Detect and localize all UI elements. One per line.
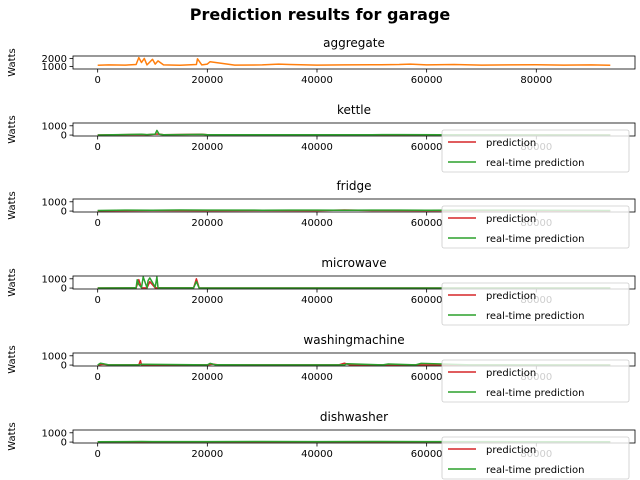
panel-title: washingmachine	[303, 333, 404, 347]
x-tick-label: 0	[94, 142, 100, 153]
legend: prediction real-time prediction	[441, 205, 630, 249]
legend-entry: real-time prediction	[486, 465, 585, 476]
axes-frame	[72, 122, 636, 137]
legend: prediction real-time prediction	[441, 282, 630, 326]
y-axis-label: Watts	[7, 191, 18, 219]
x-tick-label: 0	[94, 449, 100, 460]
y-tick-label: 1000	[42, 428, 67, 439]
x-tick-label: 0	[94, 218, 100, 229]
panel-title: kettle	[337, 103, 371, 117]
x-tick-label: 20000	[191, 449, 223, 460]
axes-frame	[72, 429, 636, 444]
legend-entry: real-time prediction	[486, 388, 585, 399]
legend-entry: real-time prediction	[486, 234, 585, 245]
series-line-real-time-prediction	[97, 129, 611, 136]
panel-aggregate: aggregate Watts 0 20000 40000 60000 80000 10002…	[7, 36, 636, 86]
legend-entry: prediction	[486, 138, 536, 149]
legend-box	[441, 129, 630, 173]
panel-title: aggregate	[323, 36, 385, 50]
y-tick-label: 1000	[42, 351, 67, 362]
axes-frame	[72, 198, 636, 213]
x-tick-label: 60000	[411, 449, 443, 460]
panel-title: fridge	[336, 179, 371, 193]
series-line-real-time-prediction	[97, 362, 611, 366]
x-tick-label: 40000	[301, 295, 333, 306]
x-tick-label: 20000	[191, 372, 223, 383]
x-tick-label: 80000	[520, 75, 552, 86]
legend-box	[441, 359, 630, 403]
panel-washingmachine: washingmachineWatts020000400006000080000…	[7, 333, 636, 403]
y-axis-label: Watts	[7, 48, 18, 76]
x-tick-label: 0	[94, 372, 100, 383]
y-tick-label: 0	[61, 284, 67, 295]
legend-entry: prediction	[486, 291, 536, 302]
x-tick-label: 40000	[301, 449, 333, 460]
panel-fridge: fridgeWatts02000040000600008000001000pre…	[7, 179, 636, 249]
x-tick-label: 40000	[301, 218, 333, 229]
legend-entry: prediction	[486, 445, 536, 456]
x-tick-label: 20000	[191, 295, 223, 306]
x-tick-label: 0	[94, 75, 100, 86]
y-tick-label: 1000	[42, 121, 67, 132]
legend: prediction real-time prediction	[441, 359, 630, 403]
x-tick-label: 60000	[411, 295, 443, 306]
legend-box	[441, 205, 630, 249]
x-tick-label: 0	[94, 295, 100, 306]
y-axis-label: Watts	[7, 345, 18, 373]
x-tick-label: 40000	[301, 142, 333, 153]
figure-suptitle: Prediction results for garage	[190, 5, 451, 24]
panel-microwave: microwaveWatts02000040000600008000001000…	[7, 256, 636, 326]
panel-kettle: kettleWatts02000040000600008000001000pre…	[7, 103, 636, 173]
y-axis-label: Watts	[7, 115, 18, 143]
legend-entry: prediction	[486, 214, 536, 225]
y-tick-label: 1000	[42, 62, 67, 73]
y-axis-label: Watts	[7, 268, 18, 296]
axes-frame	[72, 352, 636, 367]
legend-box	[441, 436, 630, 480]
x-tick-label: 60000	[411, 372, 443, 383]
panel-title: dishwasher	[320, 410, 388, 424]
x-tick-label: 60000	[411, 142, 443, 153]
series-line-real-time-prediction	[97, 276, 611, 289]
y-tick-label: 0	[61, 361, 67, 372]
axes-frame	[72, 275, 636, 290]
legend: prediction real-time prediction	[441, 129, 630, 173]
x-tick-label: 20000	[191, 142, 223, 153]
y-tick-label: 1000	[42, 274, 67, 285]
legend: prediction real-time prediction	[441, 436, 630, 480]
x-tick-label: 20000	[191, 75, 223, 86]
panel-dishwasher: dishwasherWatts0200004000060000800000100…	[7, 410, 636, 480]
x-tick-label: 40000	[301, 75, 333, 86]
y-tick-label: 1000	[42, 197, 67, 208]
legend-entry: real-time prediction	[486, 158, 585, 169]
y-tick-label: 0	[61, 131, 67, 142]
x-tick-label: 20000	[191, 218, 223, 229]
legend-entry: real-time prediction	[486, 311, 585, 322]
legend-entry: prediction	[486, 368, 536, 379]
x-tick-label: 60000	[411, 218, 443, 229]
y-tick-label: 0	[61, 438, 67, 449]
axes-frame	[72, 55, 636, 70]
y-axis-label: Watts	[7, 422, 18, 450]
y-tick-label: 0	[61, 207, 67, 218]
series-line-aggregate	[97, 56, 611, 67]
x-tick-label: 60000	[411, 75, 443, 86]
y-tick-label: 2000	[42, 54, 67, 65]
x-tick-label: 40000	[301, 372, 333, 383]
panel-title: microwave	[321, 256, 386, 270]
legend-box	[441, 282, 630, 326]
